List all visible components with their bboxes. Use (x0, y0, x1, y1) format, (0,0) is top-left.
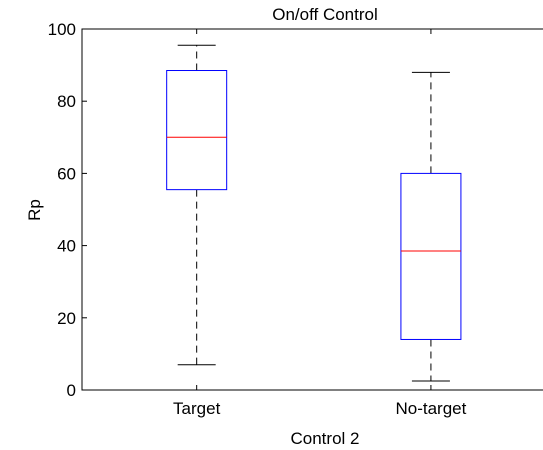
chart-title: On/off Control (272, 5, 378, 24)
box-no-target (400, 71, 462, 382)
interquartile-box (400, 172, 462, 340)
box-target (166, 44, 228, 366)
y-tick-label: 20 (57, 309, 76, 328)
x-axis-label: Control 2 (291, 429, 360, 448)
y-tick-label: 60 (57, 164, 76, 183)
interquartile-box (166, 70, 228, 191)
x-axis: Target No-target (173, 29, 467, 418)
boxes (166, 44, 462, 382)
y-axis-label: Rp (25, 199, 44, 221)
x-tick-label: Target (173, 399, 221, 418)
y-tick-label: 80 (57, 92, 76, 111)
x-tick-label: No-target (395, 399, 466, 418)
y-tick-label: 100 (48, 20, 76, 39)
y-tick-label: 0 (67, 381, 76, 400)
plot-frame (81, 28, 543, 391)
y-axis: 0 20 40 60 80 100 (48, 20, 87, 400)
y-tick-label: 40 (57, 237, 76, 256)
